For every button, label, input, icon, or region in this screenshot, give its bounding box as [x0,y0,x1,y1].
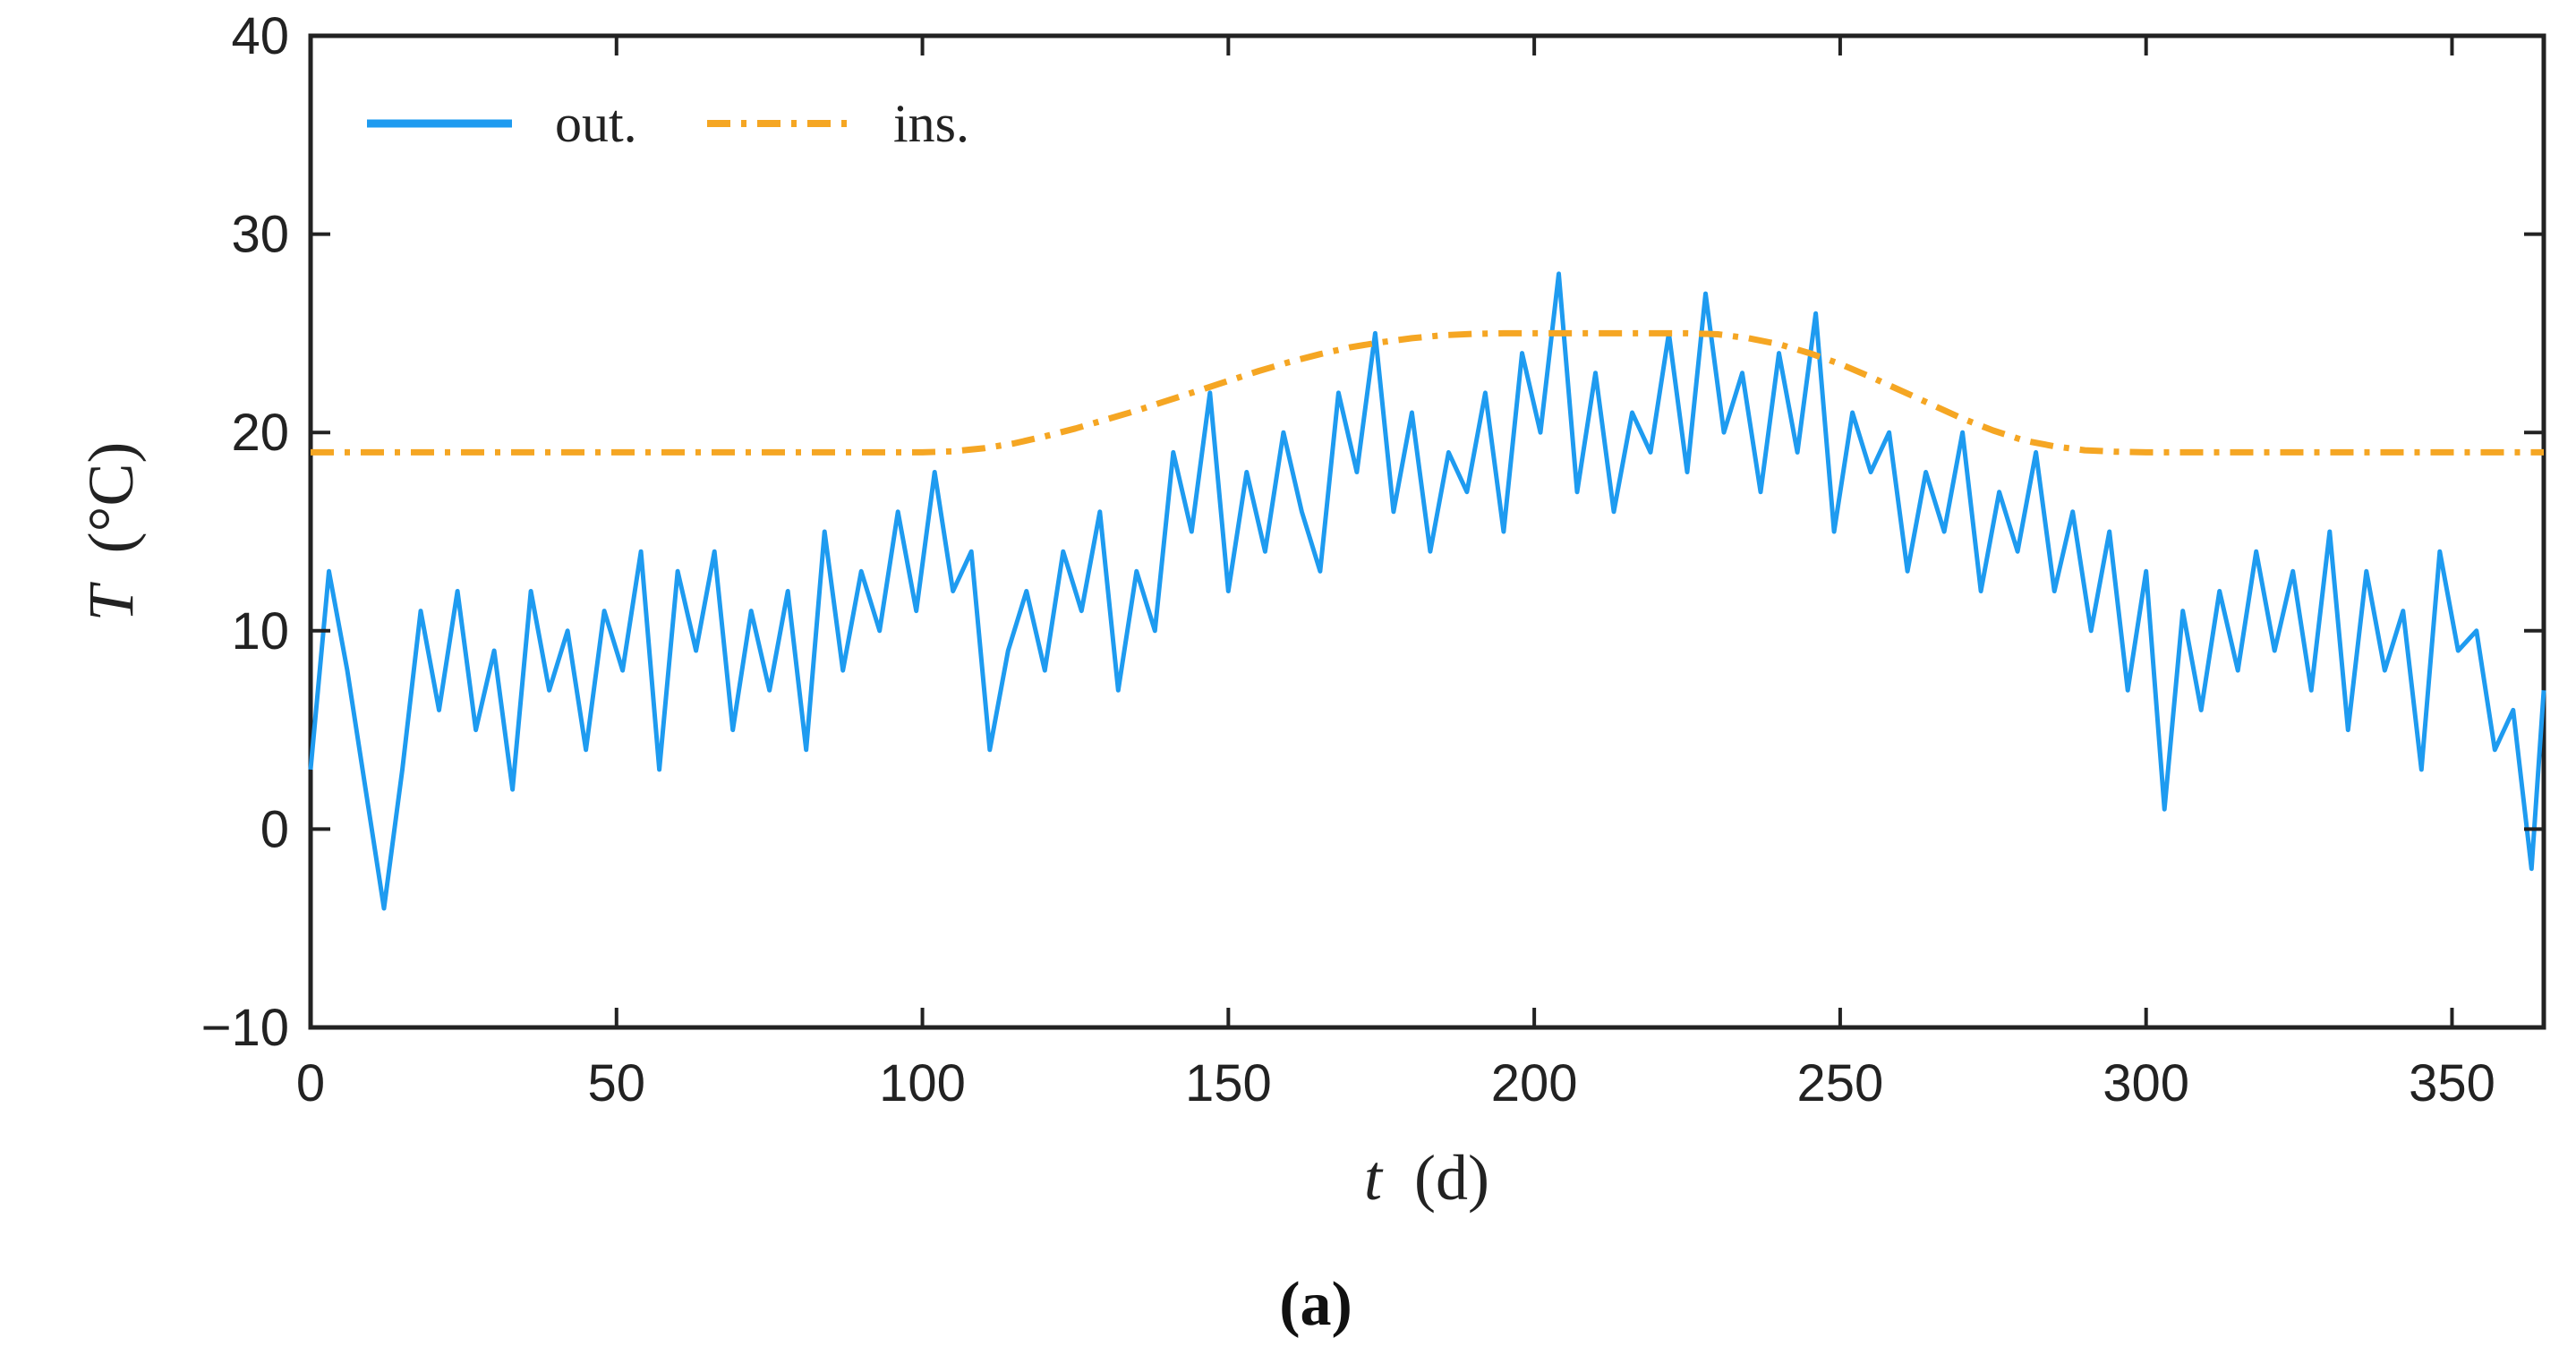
y-axis-label: T (°C) [75,442,147,622]
y-tick-label: 20 [231,404,289,462]
x-tick-label: 0 [296,1054,325,1112]
x-tick-label: 100 [879,1054,966,1112]
y-tick-label: 10 [231,602,289,660]
legend-label-out: out. [555,94,637,153]
plot-area-frame [308,33,2546,1030]
y-tick-label: 40 [231,7,289,65]
y-axis-label-variable: T [75,581,147,621]
x-axis-label-variable: t [1364,1142,1384,1214]
x-tick-label: 200 [1491,1054,1578,1112]
y-tick-label: 30 [231,206,289,264]
x-axis-label-unit: (d) [1414,1142,1489,1214]
x-tick-label: 150 [1185,1054,1272,1112]
y-axis-label-unit: (°C) [75,442,147,554]
y-tick-label: −10 [201,999,289,1057]
series-layer [308,271,2546,911]
legend: out. ins. [367,94,969,153]
y-tick-label: 0 [260,800,289,858]
x-tick-label: 250 [1797,1054,1884,1112]
legend-label-ins: ins. [893,94,969,153]
panel-label: (a) [1279,1270,1352,1339]
x-axis-label: t (d) [1364,1142,1489,1214]
series-line-ins [311,329,2544,456]
x-tick-label: 300 [2103,1054,2189,1112]
x-tick-label: 350 [2409,1054,2495,1112]
x-tick-label: 50 [588,1054,646,1112]
series-line-out [308,271,2546,911]
